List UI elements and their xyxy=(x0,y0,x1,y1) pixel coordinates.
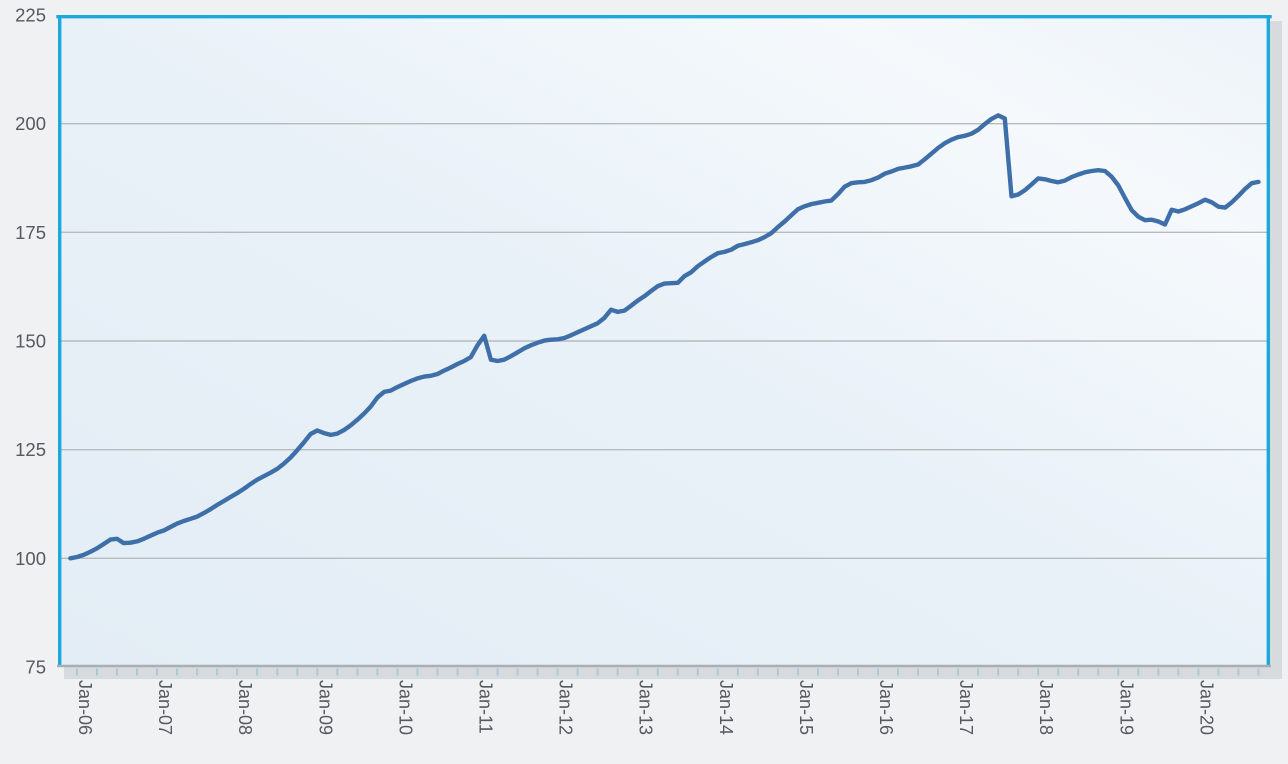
y-axis-label: 100 xyxy=(15,548,46,569)
x-axis-label: Jan-06 xyxy=(75,680,95,735)
data-line xyxy=(68,113,1261,561)
x-axis-label: Jan-20 xyxy=(1196,680,1216,735)
y-axis-label: 175 xyxy=(15,222,46,243)
y-axis-label: 125 xyxy=(15,439,46,460)
x-axis-label: Jan-10 xyxy=(395,680,415,735)
x-axis-label: Jan-08 xyxy=(235,680,255,735)
x-axis-label: Jan-07 xyxy=(155,680,175,735)
x-axis-label: Jan-18 xyxy=(1036,680,1056,735)
x-axis-label: Jan-11 xyxy=(476,680,496,734)
x-axis-label: Jan-15 xyxy=(796,680,816,735)
x-axis-label: Jan-16 xyxy=(876,680,896,735)
x-axis-label: Jan-13 xyxy=(636,680,656,735)
y-axis-label: 75 xyxy=(25,657,46,678)
x-axis-label: Jan-17 xyxy=(956,680,976,735)
y-axis-label: 225 xyxy=(15,5,46,26)
x-axis-label: Jan-19 xyxy=(1116,680,1136,735)
x-axis-label: Jan-09 xyxy=(315,680,335,735)
x-axis-label: Jan-12 xyxy=(556,680,576,735)
x-axis-label: Jan-14 xyxy=(716,680,736,735)
y-axis-label: 200 xyxy=(15,113,46,134)
y-axis-label: 150 xyxy=(15,331,46,352)
